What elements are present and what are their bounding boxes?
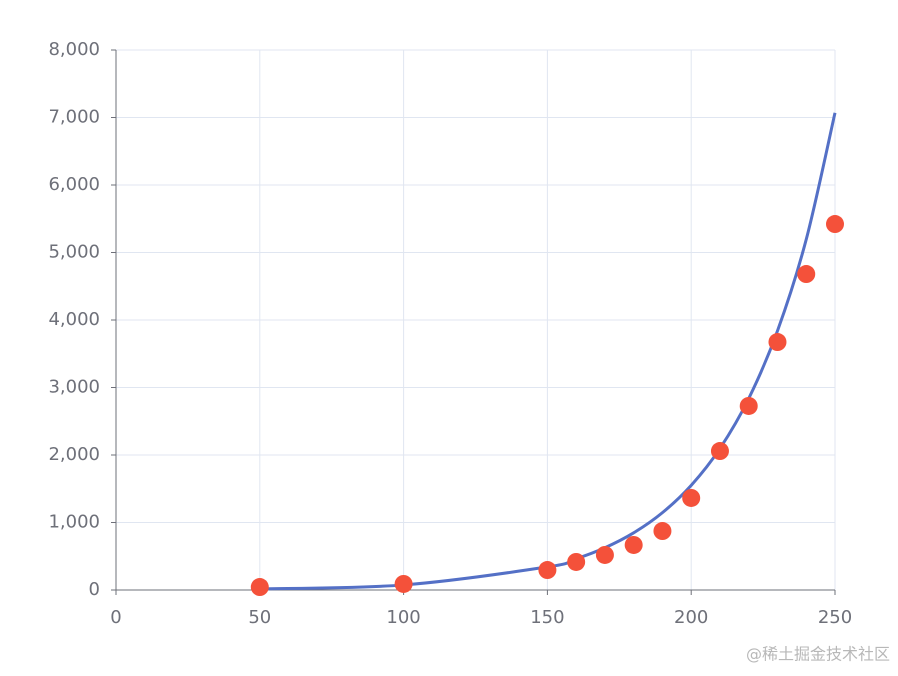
x-tick-label: 250 [818,607,852,628]
scatter-point [797,265,816,284]
scatter-point [538,561,557,580]
watermark: @稀土掘金技术社区 [746,645,890,664]
y-tick-label: 8,000 [48,39,100,60]
x-tick-label: 150 [530,607,564,628]
y-tick-label: 0 [89,579,100,600]
scatter-point [567,552,586,571]
scatter-point [394,574,413,593]
scatter-point [624,535,643,554]
y-tick-label: 7,000 [48,107,100,128]
x-tick-label: 50 [248,607,271,628]
scatter-point [739,396,758,415]
fit-line [259,112,837,591]
y-tick-label: 6,000 [48,174,100,195]
x-tick-label: 0 [110,607,121,628]
scatter-point [682,488,701,507]
x-tick-label: 200 [674,607,708,628]
scatter-point [250,578,269,597]
y-tick-label: 3,000 [48,377,100,398]
scatter-point [826,215,844,234]
y-tick-label: 1,000 [48,512,100,533]
scatter-point [710,442,729,461]
scatter-point [768,333,787,352]
y-tick-label: 5,000 [48,242,100,263]
scatter-point [595,545,614,564]
x-tick-label: 100 [386,607,420,628]
scatter-point [653,522,672,541]
y-tick-label: 2,000 [48,444,100,465]
y-tick-label: 4,000 [48,309,100,330]
